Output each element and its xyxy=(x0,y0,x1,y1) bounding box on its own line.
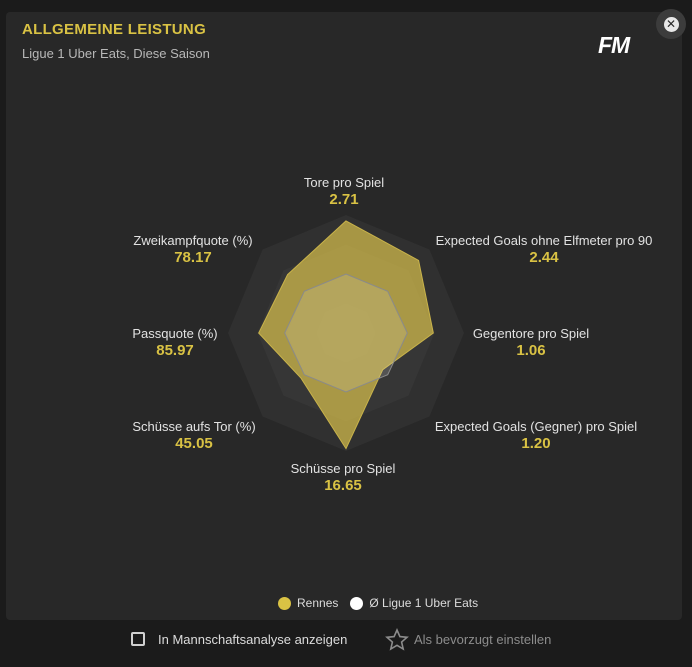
radar-axis-label: Expected Goals (Gegner) pro Spiel 1.20 xyxy=(435,419,637,452)
legend-item-team[interactable]: Rennes xyxy=(278,596,338,610)
panel-title: ALLGEMEINE LEISTUNG xyxy=(22,21,207,38)
team-dot-icon xyxy=(278,596,291,610)
axis-value: 45.05 xyxy=(175,435,213,452)
radar-axis-label: Passquote (%) 85.97 xyxy=(132,326,217,359)
legend-team-label: Rennes xyxy=(297,596,339,610)
fm-logo: FM xyxy=(598,32,630,58)
radar-axis-label: Schüsse aufs Tor (%) 45.05 xyxy=(132,419,255,452)
axis-name: Schüsse aufs Tor (%) xyxy=(132,419,256,434)
team-polygon xyxy=(258,220,434,450)
axis-name: Passquote (%) xyxy=(132,326,218,341)
axis-value: 85.97 xyxy=(156,342,194,359)
legend-item-league[interactable]: Ø Ligue 1 Uber Eats xyxy=(350,596,478,610)
radar-axis-label: Gegentore pro Spiel 1.06 xyxy=(473,326,589,359)
star-icon[interactable] xyxy=(385,628,409,652)
radar-axis-label: Zweikampfquote (%) 78.17 xyxy=(133,233,252,266)
axis-value: 1.20 xyxy=(521,435,551,452)
radar-axis-label: Schüsse pro Spiel 16.65 xyxy=(291,461,396,494)
axis-name: Schüsse pro Spiel xyxy=(290,461,396,476)
axis-name: Gegentore pro Spiel xyxy=(472,326,590,341)
team-analysis-label[interactable]: In Mannschaftsanalyse anzeigen xyxy=(158,632,348,647)
axis-value: 2.44 xyxy=(529,249,559,266)
radar-axis-label: Tore pro Spiel 2.71 xyxy=(304,175,384,208)
footer-bar: In Mannschaftsanalyse anzeigen Als bevor… xyxy=(0,628,692,652)
axis-value: 78.17 xyxy=(174,249,212,266)
favorite-label[interactable]: Als bevorzugt einstellen xyxy=(414,632,552,647)
legend-league-label: Ø Ligue 1 Uber Eats xyxy=(369,596,479,610)
panel-subtitle: Ligue 1 Uber Eats, Diese Saison xyxy=(22,46,210,61)
axis-value: 1.06 xyxy=(516,342,546,359)
axis-name: Tore pro Spiel xyxy=(303,175,385,190)
team-analysis-checkbox[interactable] xyxy=(131,632,145,646)
close-icon: ✕ xyxy=(663,16,679,32)
league-dot-icon xyxy=(350,596,364,610)
league-average-polygon xyxy=(284,273,408,393)
axis-value: 2.71 xyxy=(329,191,359,208)
axis-name: Zweikampfquote (%) xyxy=(133,233,253,248)
axis-name: Expected Goals (Gegner) pro Spiel xyxy=(434,419,638,434)
axis-name: Expected Goals ohne Elfmeter pro 90 xyxy=(435,233,653,248)
radar-axis-label: Expected Goals ohne Elfmeter pro 90 2.44 xyxy=(436,233,653,266)
axis-value: 16.65 xyxy=(324,477,362,494)
chart-legend: Rennes Ø Ligue 1 Uber Eats xyxy=(278,596,490,610)
close-button[interactable]: ✕ xyxy=(656,9,686,39)
